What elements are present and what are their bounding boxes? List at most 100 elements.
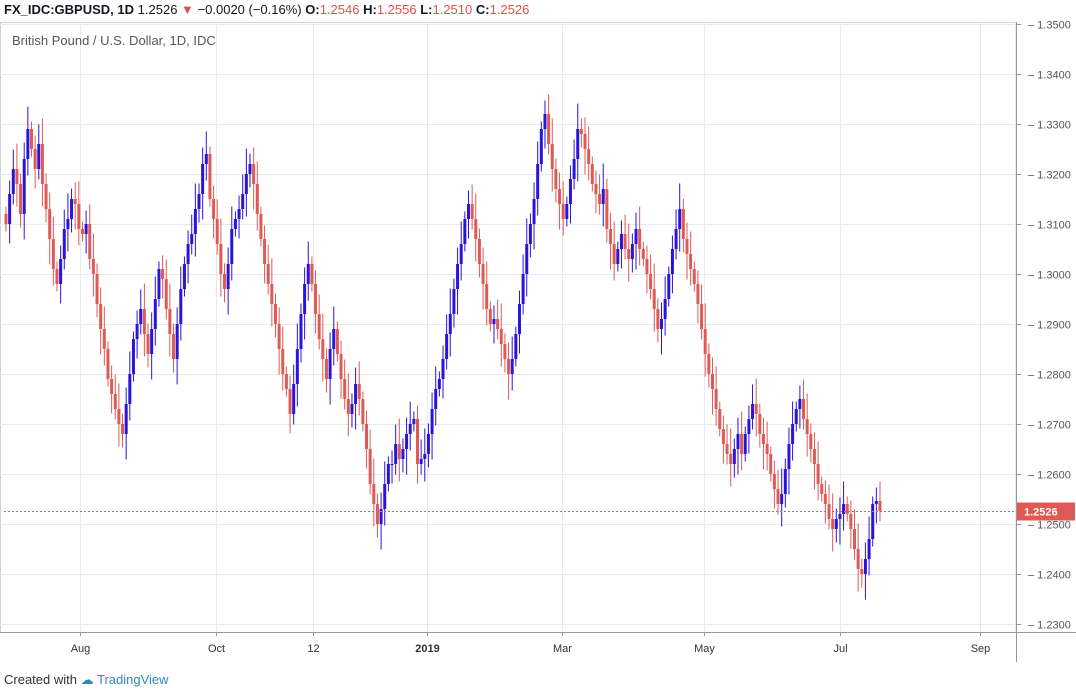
candle-body [110,379,114,394]
candle-body [609,229,613,244]
candle-body [488,309,492,324]
candle-body [783,469,787,494]
candle-body [266,264,270,284]
candle-body [747,419,751,434]
close-value: 1.2526 [489,2,530,17]
candle-body [193,209,197,234]
candle-body [561,204,565,219]
candle-body [288,389,292,414]
footer[interactable]: Created with ☁ TradingView [4,672,169,688]
tradingview-logo-icon: ☁ [80,672,94,687]
y-tick-label: – 1.3200 [1028,170,1071,182]
candle-body [22,159,26,214]
candle-body [113,394,117,409]
candle-body [485,284,489,309]
candle-body [332,329,336,349]
candle-body [605,189,609,229]
candle-body [743,434,747,454]
candle-body [456,264,460,289]
candle-body [466,204,470,219]
candle-body [91,259,95,274]
candle-body [292,384,296,414]
candle-body [863,559,867,574]
candle-body [124,404,128,434]
candle-body [874,501,878,504]
candle-body [95,274,99,304]
tradingview-brand[interactable]: TradingView [97,672,169,687]
candle-body [579,129,583,134]
y-tick-label: – 1.3100 [1028,220,1071,232]
candle-body [714,389,718,409]
candle-body [131,339,135,374]
candle-body [408,424,412,434]
candle-body [121,424,125,434]
chart-header: FX_IDC:GBPUSD, 1D 1.2526 ▼ −0.0020 (−0.1… [4,2,529,17]
candle-body [729,454,733,464]
candle-body [547,114,551,144]
candle-body [576,129,580,159]
candle-body [252,164,256,184]
candle-body [619,234,623,249]
candle-body [780,494,784,504]
candle-body [689,254,693,269]
x-tick-label: 12 [307,643,319,655]
candle-body [681,209,685,239]
low-label: L: [420,2,433,17]
candle-body [317,314,321,339]
candle-body [335,329,339,354]
y-tick-label: – 1.2900 [1028,320,1071,332]
candle-body [215,219,219,244]
candle-body [787,444,791,469]
candle-body [507,359,511,374]
candle-body [223,274,226,289]
down-arrow-icon: ▼ [181,2,194,17]
candle-body [543,114,547,129]
candle-body [871,504,875,539]
candle-body [517,304,521,334]
candle-body [860,569,864,574]
candle-body [492,319,496,324]
y-tick-label: – 1.2500 [1028,520,1071,532]
candle-body [652,289,656,309]
open-label: O: [305,2,320,17]
y-tick-label: – 1.2400 [1028,570,1071,582]
candle-body [845,504,849,514]
candle-body [445,334,449,359]
candle-body [703,329,707,354]
candle-body [248,164,252,174]
candle-body [259,214,263,239]
candle-body [237,209,241,219]
candle-body [84,224,88,234]
grid-lines [0,22,1017,633]
candle-body [834,519,838,529]
candle-body [419,459,423,464]
candle-body [44,184,48,209]
candle-body [598,194,602,204]
candle-body [59,259,63,284]
candle-body [4,214,8,224]
candle-body [324,359,328,379]
last-price-label: 1.2526 [1024,507,1058,519]
plot-border [0,22,1017,633]
candle-body [339,354,343,379]
candle-body [99,304,103,329]
y-tick-label: – 1.3300 [1028,120,1071,132]
candle-body [161,269,165,279]
candle-body [477,239,481,264]
close-label: C: [475,2,490,17]
candle-body [88,224,92,259]
candle-body [514,334,518,359]
candle-body [375,504,379,524]
candle-body [426,434,430,454]
y-tick-label: – 1.2800 [1028,370,1071,382]
candle-body [394,444,398,464]
candle-body [102,329,106,349]
candle-body [831,519,835,529]
candle-body [77,204,81,229]
candle-body [368,449,372,484]
candle-body [197,194,201,209]
candle-body [627,249,631,259]
candle-body [601,189,605,204]
candles [4,94,882,600]
